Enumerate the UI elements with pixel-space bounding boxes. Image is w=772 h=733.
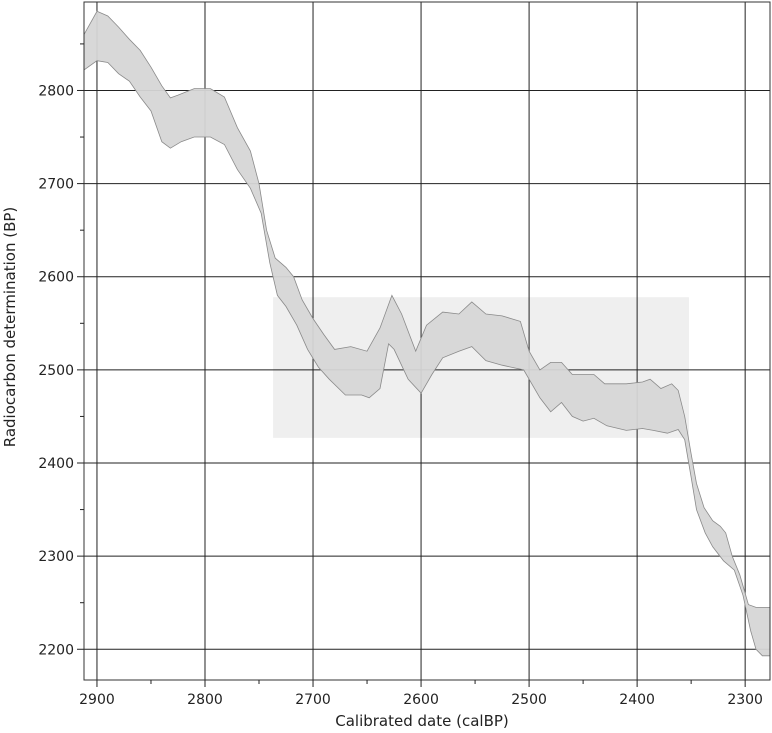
x-tick-label: 2800 bbox=[187, 692, 223, 708]
x-tick-label: 2400 bbox=[619, 692, 655, 708]
y-tick-label: 2400 bbox=[38, 456, 74, 472]
y-tick-label: 2500 bbox=[38, 363, 74, 379]
y-tick-label: 2800 bbox=[38, 83, 74, 99]
x-tick-label: 2300 bbox=[727, 692, 763, 708]
y-tick-label: 2600 bbox=[38, 270, 74, 286]
y-tick-label: 2200 bbox=[38, 642, 74, 658]
x-axis: 2900 2800 2700 2600 2500 2400 2300 bbox=[79, 680, 763, 708]
x-tick-label: 2600 bbox=[403, 692, 439, 708]
x-tick-label: 2500 bbox=[511, 692, 547, 708]
x-tick-label: 2700 bbox=[295, 692, 331, 708]
y-axis-label: Radiocarbon determination (BP) bbox=[1, 207, 19, 448]
x-axis-label: Calibrated date (calBP) bbox=[335, 712, 509, 730]
plot-frame bbox=[83, 1, 771, 681]
y-tick-label: 2700 bbox=[38, 177, 74, 193]
y-axis: 2200 2300 2400 2500 2600 2700 2800 bbox=[38, 43, 84, 658]
y-tick-label: 2300 bbox=[38, 549, 74, 565]
x-tick-label: 2900 bbox=[79, 692, 115, 708]
